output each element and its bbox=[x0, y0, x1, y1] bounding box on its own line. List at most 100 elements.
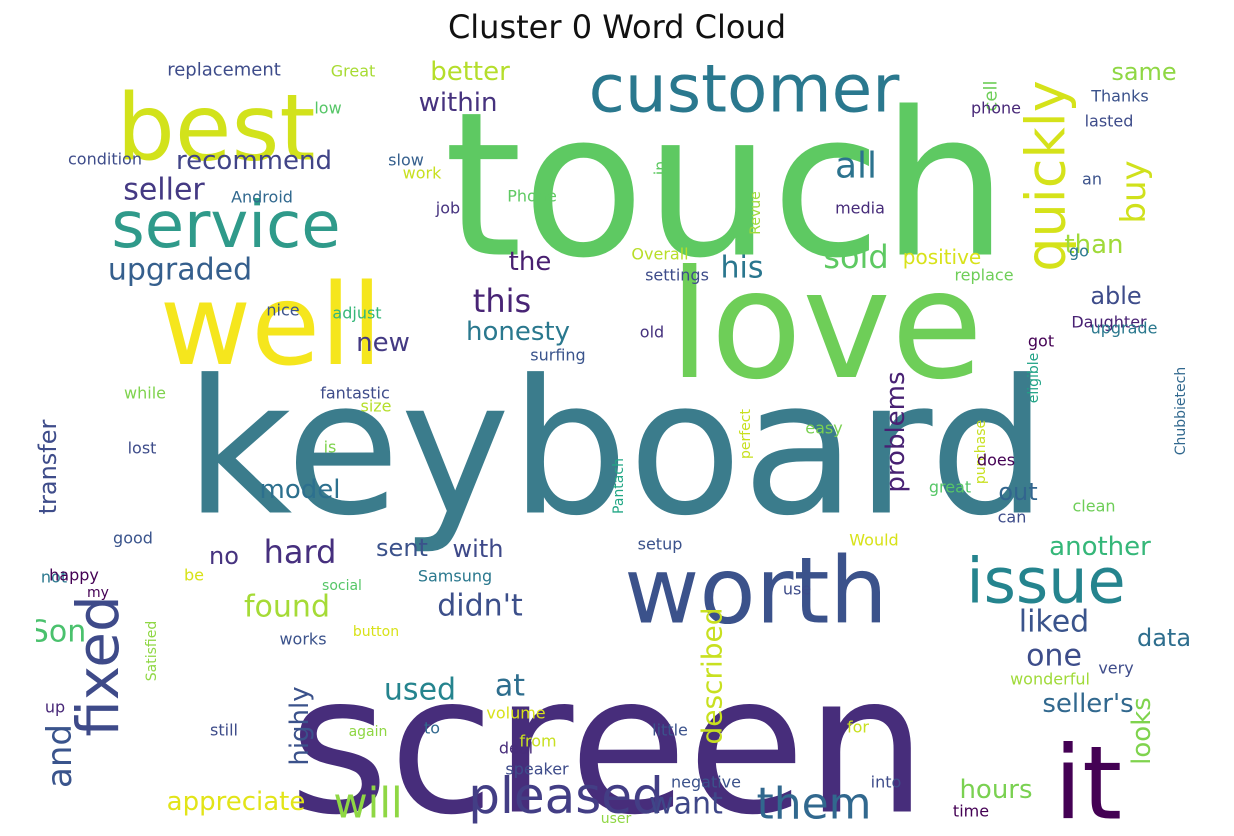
word-thanks: Thanks bbox=[1090, 87, 1148, 106]
word-than: than bbox=[1064, 230, 1123, 260]
word-pleased: pleased bbox=[468, 767, 664, 825]
word-in: in bbox=[651, 161, 670, 176]
word-described: described bbox=[696, 607, 729, 744]
word-again: again bbox=[349, 724, 388, 740]
word-able: able bbox=[1090, 282, 1141, 310]
word-replace: replace bbox=[954, 266, 1013, 285]
word-didn-t: didn't bbox=[437, 589, 523, 624]
word-phone: Phone bbox=[507, 187, 557, 206]
word-appreciate: appreciate bbox=[167, 787, 306, 817]
word-honesty: honesty bbox=[466, 317, 570, 347]
word-time: time bbox=[953, 802, 989, 821]
word-seller-s: seller's bbox=[1042, 689, 1133, 719]
word-service: service bbox=[111, 189, 340, 263]
word-pantach: Pantach bbox=[611, 458, 627, 514]
word-daughter: Daughter bbox=[1071, 313, 1147, 332]
word-issue: issue bbox=[966, 545, 1125, 618]
word-an: an bbox=[1082, 170, 1102, 189]
word-clean: clean bbox=[1072, 497, 1115, 516]
word-old: old bbox=[640, 323, 664, 342]
word-satisfied: Satisfied bbox=[144, 621, 160, 681]
word-within: within bbox=[419, 88, 498, 118]
word-fixed: fixed bbox=[64, 595, 132, 737]
word-great: great bbox=[929, 478, 971, 497]
word-negative: negative bbox=[671, 773, 741, 792]
word-upgrade: upgrade bbox=[1091, 319, 1158, 338]
word-cloud: touch keyboard screen love well best worth cust… bbox=[36, 56, 1198, 828]
word-phone: phone bbox=[971, 99, 1021, 118]
word-highly: highly bbox=[285, 686, 315, 765]
word-worth: worth bbox=[624, 538, 888, 645]
word-revue: Revue bbox=[748, 191, 764, 234]
word-samsung: Samsung bbox=[418, 567, 492, 586]
word-still: still bbox=[210, 721, 238, 740]
word-want: want bbox=[649, 787, 723, 822]
word-little: little bbox=[652, 721, 688, 740]
word-volume: volume bbox=[486, 704, 545, 723]
word-screen: screen bbox=[289, 635, 927, 829]
word-his: his bbox=[721, 251, 764, 286]
word-size: size bbox=[360, 397, 391, 416]
word-another: another bbox=[1049, 532, 1151, 562]
word-them: them bbox=[756, 779, 871, 829]
word-love: love bbox=[669, 239, 984, 413]
word-purchase: purchase bbox=[973, 420, 989, 484]
word-better: better bbox=[430, 57, 510, 87]
word-cloud-canvas: touch keyboard screen love well best worth cust… bbox=[36, 56, 1191, 829]
word-positive: positive bbox=[903, 245, 981, 269]
word-speaker: speaker bbox=[505, 760, 569, 779]
word-found: found bbox=[244, 590, 330, 625]
word-adjust: adjust bbox=[332, 304, 381, 323]
word-good: good bbox=[113, 529, 153, 548]
word-cell: cell bbox=[981, 81, 1002, 112]
word-liked: liked bbox=[1019, 605, 1089, 640]
word-nice: nice bbox=[266, 301, 299, 320]
word-model: model bbox=[260, 475, 341, 505]
word-the: the bbox=[509, 247, 552, 277]
word-up: up bbox=[45, 698, 65, 717]
word-surfing: surfing bbox=[530, 346, 585, 365]
word-perfect: perfect bbox=[738, 408, 754, 458]
word-go: go bbox=[1069, 242, 1089, 261]
word-happy: happy bbox=[49, 566, 99, 585]
word-slow: slow bbox=[388, 151, 424, 170]
word-use: use bbox=[783, 580, 811, 599]
word-out: out bbox=[998, 478, 1037, 506]
word-into: into bbox=[871, 773, 902, 792]
word-data: data bbox=[1137, 624, 1191, 652]
word-customer: customer bbox=[589, 56, 901, 128]
word-easy: easy bbox=[805, 419, 842, 438]
word-from: from bbox=[519, 732, 556, 751]
word-it: it bbox=[1054, 725, 1122, 829]
word-overall: Overall bbox=[631, 245, 688, 264]
word-media: media bbox=[835, 199, 885, 218]
word-quickly: quickly bbox=[1015, 80, 1078, 271]
word-wonderful: wonderful bbox=[1010, 670, 1090, 689]
word-problems: problems bbox=[881, 371, 911, 492]
word-one: one bbox=[1026, 639, 1082, 674]
word-while: while bbox=[124, 384, 166, 403]
word-user: user bbox=[601, 811, 632, 827]
word-lost: lost bbox=[128, 439, 157, 458]
word-be: be bbox=[184, 566, 204, 585]
word-very: very bbox=[1098, 659, 1133, 678]
word-will: will bbox=[333, 779, 402, 828]
word-and: and bbox=[40, 724, 80, 788]
word-work: work bbox=[403, 164, 442, 183]
word-replacement: replacement bbox=[167, 60, 281, 81]
word-would: Would bbox=[849, 531, 898, 550]
word-best: best bbox=[116, 75, 315, 182]
chart-title: Cluster 0 Word Cloud bbox=[447, 8, 787, 46]
word-setup: setup bbox=[638, 535, 683, 554]
word-sent: sent bbox=[376, 534, 428, 562]
word-my: my bbox=[87, 585, 109, 601]
word-deal: deal bbox=[499, 739, 533, 758]
word-great: Great bbox=[331, 62, 376, 81]
word-social: social bbox=[322, 578, 362, 594]
word-used: used bbox=[384, 673, 456, 708]
word-upgraded: upgraded bbox=[108, 253, 252, 288]
word-eligible: eligible bbox=[1026, 353, 1042, 404]
word-with: with bbox=[453, 535, 504, 563]
word-recommend: recommend bbox=[176, 146, 332, 176]
word-got: got bbox=[1028, 332, 1054, 351]
